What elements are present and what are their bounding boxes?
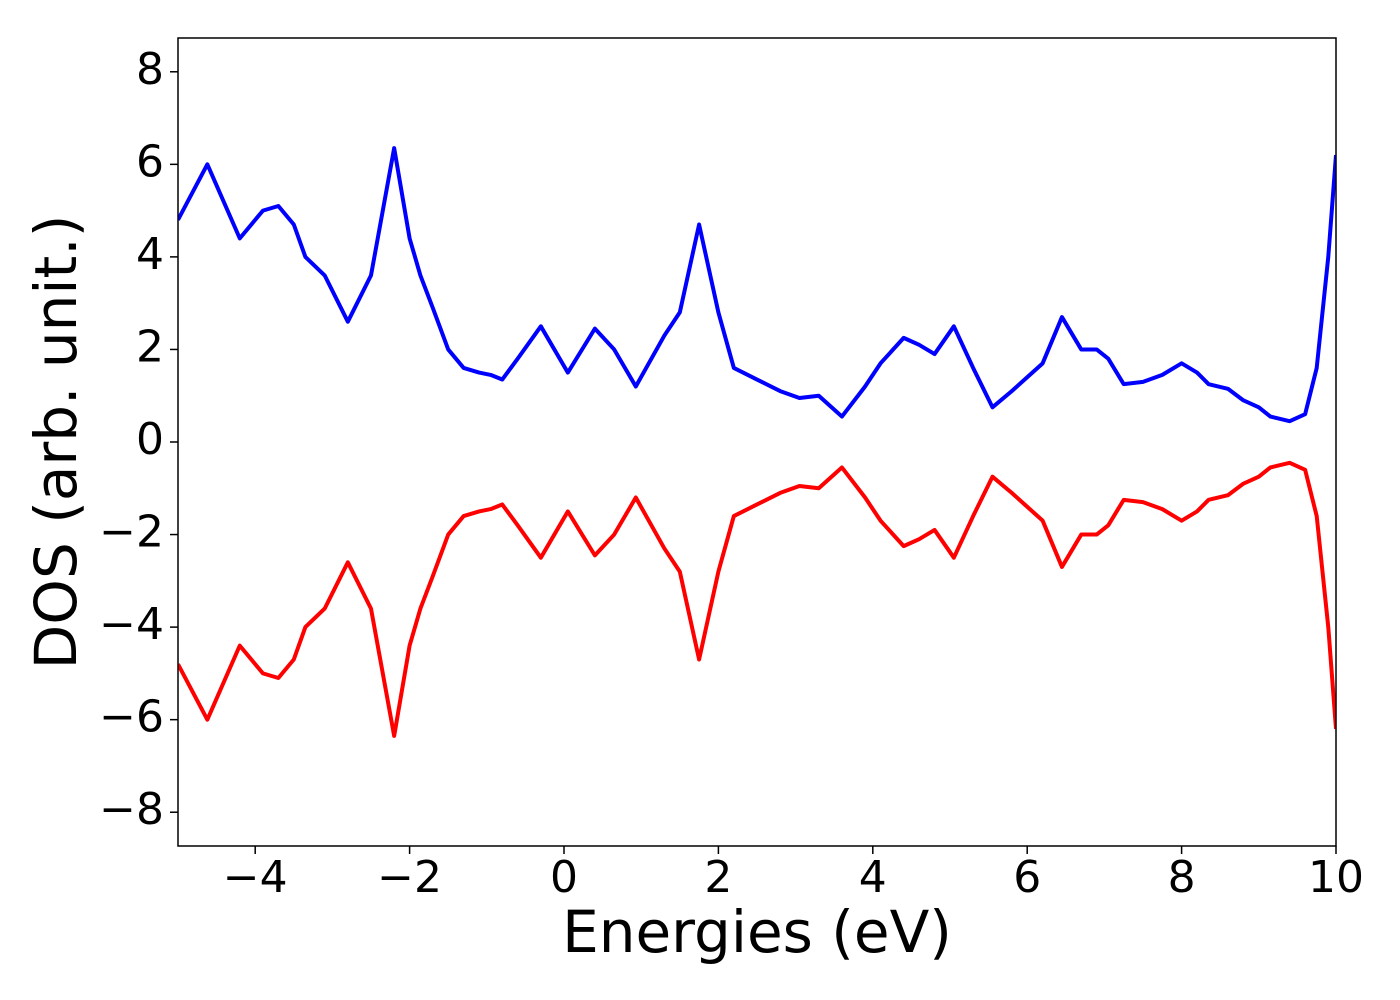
y-tick-label: 6 — [136, 136, 164, 187]
x-tick-label: 2 — [704, 852, 732, 903]
dos-line — [178, 146, 1336, 424]
y-tick-label: 4 — [136, 229, 164, 280]
y-tick-label: −4 — [99, 599, 164, 650]
y-axis-label: DOS (arb. unit.) — [22, 215, 90, 670]
x-tick-label: 8 — [1168, 852, 1196, 903]
y-tick-label: 8 — [136, 44, 164, 95]
x-tick-label: 0 — [550, 852, 578, 903]
y-tick-label: −6 — [99, 692, 164, 743]
x-tick-label: 4 — [859, 852, 887, 903]
y-tick-label: −8 — [99, 784, 164, 835]
y-tick-label: 2 — [136, 321, 164, 372]
x-tick-label: 6 — [1013, 852, 1041, 903]
dos-line — [178, 460, 1336, 738]
y-tick-label: −2 — [99, 507, 164, 558]
x-tick-label: 10 — [1308, 852, 1364, 903]
y-tick-label: 0 — [136, 414, 164, 465]
x-axis-label: Energies (eV) — [562, 898, 952, 966]
plot-frame — [177, 37, 1337, 847]
x-tick-label: −4 — [223, 852, 288, 903]
x-tick-label: −2 — [377, 852, 442, 903]
